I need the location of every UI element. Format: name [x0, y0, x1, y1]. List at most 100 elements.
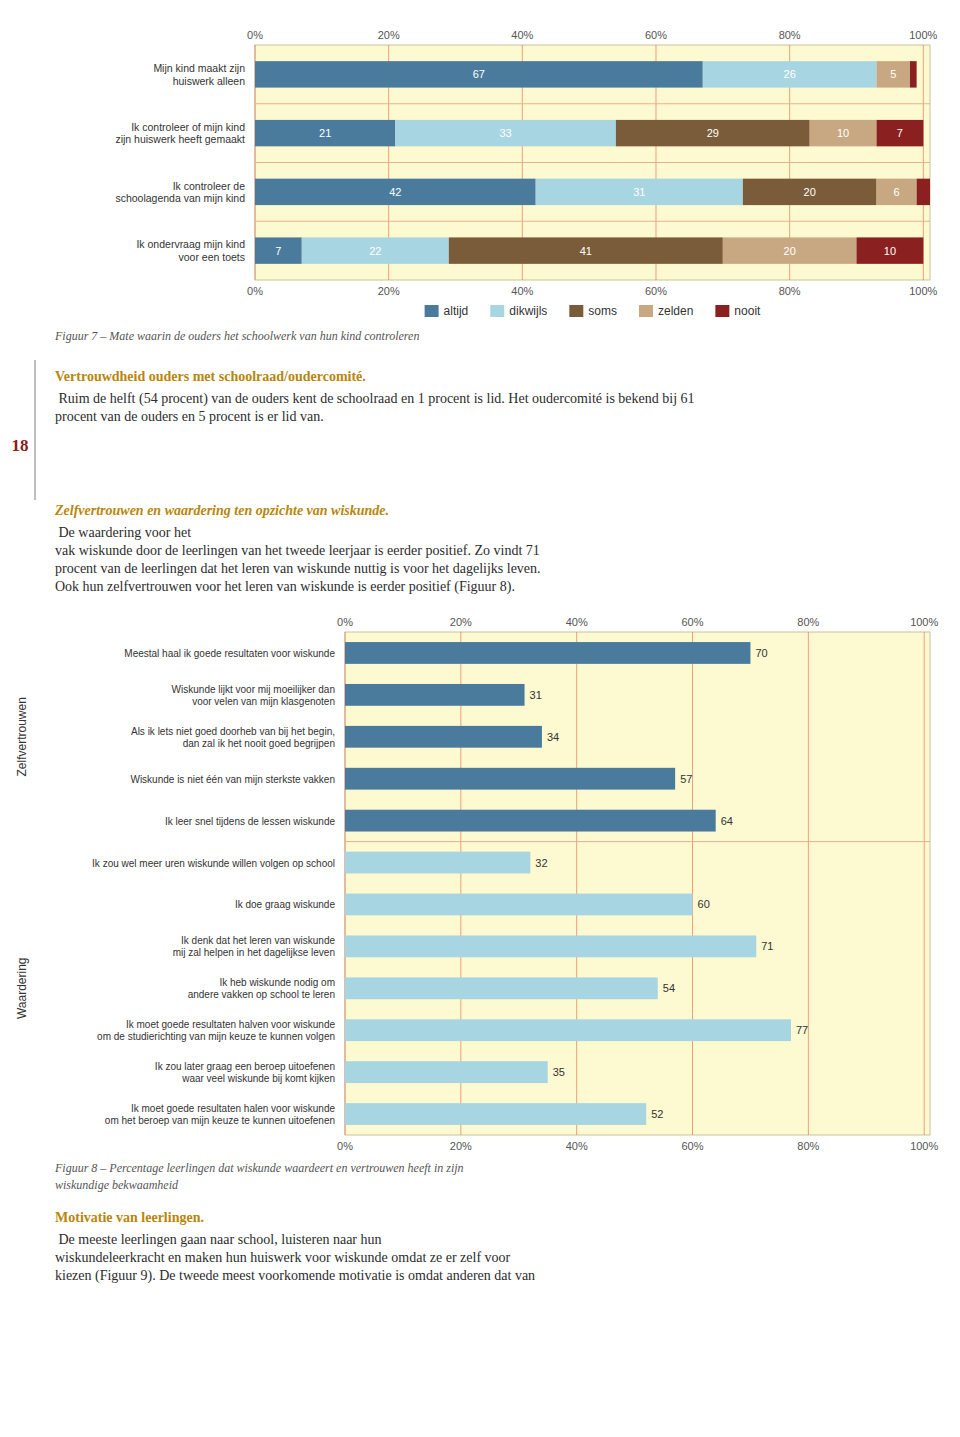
- tick-label: 20%: [378, 29, 400, 41]
- tick-label: 20%: [450, 616, 472, 628]
- bar: [536, 179, 743, 205]
- data-label: 77: [796, 1024, 808, 1036]
- bar: [395, 120, 616, 146]
- text-line: Figuur 7 – Mate waarin de ouders het sch…: [54, 329, 419, 343]
- bar: [345, 810, 716, 832]
- chart: 0%0%20%20%40%40%60%60%80%80%100%100%7031…: [15, 616, 938, 1284]
- bar: [743, 179, 877, 205]
- grid-line: [808, 632, 809, 1135]
- tick-label: 80%: [797, 1140, 819, 1152]
- text-line: om het beroep van mijn keuze te kunnen u…: [105, 1115, 335, 1126]
- bar: [345, 1061, 548, 1083]
- separator: [255, 103, 930, 104]
- bar: [345, 768, 675, 790]
- tick-label: 40%: [566, 616, 588, 628]
- tick-label: 0%: [337, 616, 353, 628]
- text-line: Vertrouwdheid ouders met schoolraad/oude…: [55, 369, 366, 384]
- bar: [345, 977, 658, 999]
- text-line: De meeste leerlingen gaan naar school, l…: [55, 1232, 382, 1247]
- data-label: 10: [884, 245, 896, 257]
- text-line: Ik moet goede resultaten halen voor wisk…: [131, 1103, 335, 1114]
- tick-label: 20%: [378, 285, 400, 297]
- tick-label: 100%: [909, 285, 937, 297]
- text-line: huiswerk alleen: [173, 75, 246, 87]
- category-label: Meestal haal ik goede resultaten voor wi…: [124, 647, 335, 658]
- data-label: 22: [369, 245, 381, 257]
- data-label: 60: [698, 898, 710, 910]
- category-label: Ik zou later graag een beroep uitoefenen…: [155, 1061, 335, 1084]
- legend-label: dikwijls: [509, 304, 547, 318]
- text-line: om de studierichting van mijn keuze te k…: [97, 1031, 335, 1042]
- legend: altijddikwijlssomszeldennooit: [425, 304, 761, 318]
- bar: [856, 237, 923, 263]
- tick-label: 40%: [511, 29, 533, 41]
- text-line: Ook hun zelfvertrouwen voor het leren va…: [55, 579, 515, 595]
- legend-swatch: [490, 305, 504, 317]
- chart-title: Figuur 7 – Mate waarin de ouders het sch…: [54, 329, 419, 343]
- legend-swatch: [425, 305, 439, 317]
- text-line: Wiskunde is niet één van mijn sterkste v…: [130, 773, 335, 784]
- category-label: Ik ondervraag mijn kindvoor een toets: [136, 238, 245, 263]
- category-label: Ik heb wiskunde nodig omandere vakken op…: [188, 977, 335, 1000]
- bar: [877, 61, 910, 87]
- legend-swatch: [569, 305, 583, 317]
- text-line: Ik leer snel tijdens de lessen wiskunde: [165, 815, 336, 826]
- text-line: mij zal helpen in het dagelijkse leven: [173, 947, 335, 958]
- chart: 0%0%20%20%40%40%60%60%80%80%100%100%6721…: [12, 29, 938, 595]
- text-line: Ik heb wiskunde nodig om: [219, 977, 335, 988]
- page: 0%0%20%20%40%40%60%60%80%80%100%100%6721…: [0, 0, 960, 1437]
- tick-label: 60%: [645, 29, 667, 41]
- data-label: 70: [755, 647, 767, 659]
- page-root: 0%0%20%20%40%40%60%60%80%80%100%100%6721…: [0, 0, 960, 1437]
- tick-label: 100%: [910, 1140, 938, 1152]
- category-label: Ik controleer of mijn kindzijn huiswerk …: [115, 121, 245, 146]
- text-line: Ik ondervraag mijn kind: [136, 238, 245, 250]
- bar: [345, 642, 750, 664]
- bar: [449, 237, 723, 263]
- category-label: Als ik lets niet goed doorheb van bij he…: [131, 725, 335, 748]
- page-number: 18: [12, 436, 29, 455]
- text-line: zijn huiswerk heeft gemaakt: [115, 133, 245, 145]
- grid-line: [576, 632, 577, 1135]
- category-label: Wiskunde is niet één van mijn sterkste v…: [130, 773, 335, 784]
- annotation: De waardering voor hetvak wiskunde door …: [55, 525, 541, 595]
- bar: [345, 1103, 646, 1125]
- grid-line: [460, 632, 461, 1135]
- bar: [345, 726, 542, 748]
- legend-swatch: [639, 305, 653, 317]
- bar: [616, 120, 810, 146]
- bar: [910, 61, 917, 87]
- bar: [345, 935, 756, 957]
- tick-label: 60%: [682, 1140, 704, 1152]
- grid-line: [924, 632, 925, 1135]
- text-line: dan zal ik het nooit goed begrijpen: [183, 737, 335, 748]
- data-labels: 703134576432607154773552: [530, 647, 809, 1120]
- text-line: Als ik lets niet goed doorheb van bij he…: [131, 725, 335, 736]
- text-line: Ik controleer de: [173, 180, 246, 192]
- data-label: 57: [680, 773, 692, 785]
- text-line: procent van de leerlingen dat het leren …: [55, 561, 541, 576]
- annotation: Motivatie van leerlingen.: [55, 1210, 204, 1225]
- legend-label: nooit: [734, 304, 761, 318]
- category-label: Ik moet goede resultaten halven voor wis…: [97, 1019, 335, 1042]
- data-label: 52: [651, 1108, 663, 1120]
- legend-label: altijd: [444, 304, 469, 318]
- text-line: voor een toets: [178, 251, 245, 263]
- tick-label: 40%: [511, 285, 533, 297]
- text-line: Wiskunde lijkt voor mij moeilijker dan: [172, 683, 335, 694]
- tick-label: 0%: [247, 285, 263, 297]
- text-line: Ik denk dat het leren van wiskunde: [181, 935, 335, 946]
- data-label: 32: [535, 857, 547, 869]
- category-label: Ik doe graag wiskunde: [235, 899, 336, 910]
- tick-label: 0%: [247, 29, 263, 41]
- text-line: Meestal haal ik goede resultaten voor wi…: [124, 647, 335, 658]
- data-label: 20: [804, 186, 816, 198]
- annotation: Zelfvertrouwen en waardering ten opzicht…: [54, 503, 389, 518]
- tick-label: 100%: [909, 29, 937, 41]
- legend-label: zelden: [658, 304, 693, 318]
- text-line: procent van de ouders en 5 procent is er…: [55, 409, 324, 424]
- tick-label: 40%: [566, 1140, 588, 1152]
- bar: [345, 1019, 791, 1041]
- legend-swatch: [715, 305, 729, 317]
- category-label: Ik zou wel meer uren wiskunde willen vol…: [92, 857, 335, 868]
